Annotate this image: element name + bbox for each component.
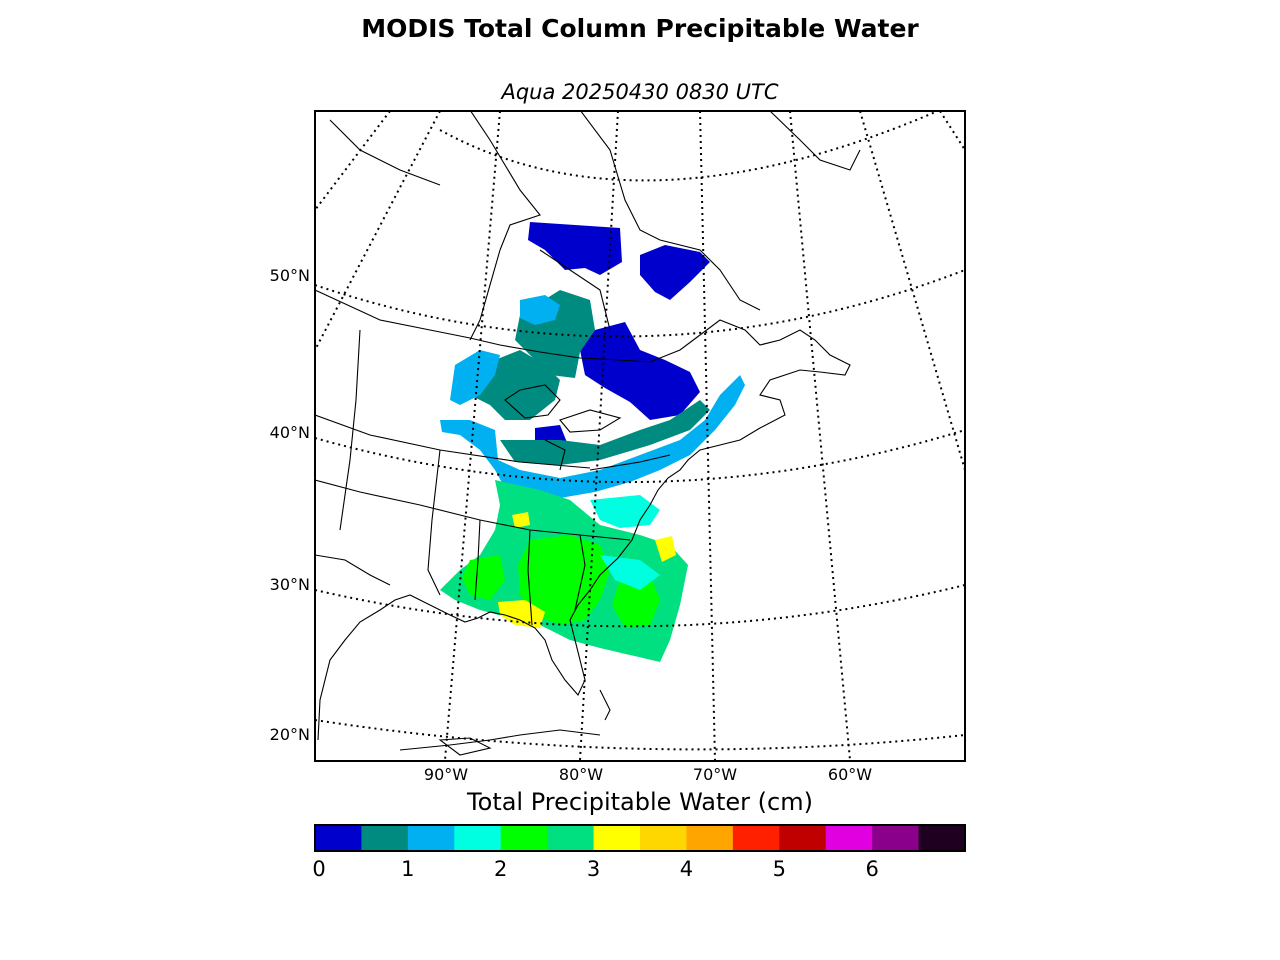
map-panel xyxy=(315,111,965,761)
colorbar-swatch xyxy=(640,825,687,851)
pw-light-blue-band xyxy=(440,375,745,500)
colorbar-tick-label: 5 xyxy=(773,857,786,881)
colorbar-swatch xyxy=(779,825,827,851)
lat-label-40n: 40°N xyxy=(270,423,310,442)
pw-bright-green xyxy=(518,535,610,625)
pw-light-blue-west xyxy=(450,350,500,405)
colorbar-swatch xyxy=(454,825,502,851)
pw-dark-blue-ne xyxy=(640,245,710,300)
meridian-40w xyxy=(939,111,965,151)
lat-label-20n: 20°N xyxy=(270,725,310,744)
colorbar-swatch xyxy=(500,825,548,851)
lon-label-80w: 80°W xyxy=(559,765,603,784)
coastlines xyxy=(315,111,861,756)
colorbar-swatch xyxy=(593,825,641,851)
colorbar-tick-label: 6 xyxy=(865,857,878,881)
colorbar-swatch xyxy=(732,825,780,851)
colorbar-tick-label: 4 xyxy=(680,857,693,881)
meridian-110w xyxy=(315,111,391,211)
pw-light-blue-upper xyxy=(520,295,560,325)
colorbar-swatch xyxy=(918,825,966,851)
map-title: MODIS Total Column Precipitable Water xyxy=(361,14,919,43)
pw-dark-blue-north xyxy=(528,222,622,275)
water-vapor-swath xyxy=(440,222,745,662)
pw-cyan-south xyxy=(600,555,660,590)
pw-bright-green-2 xyxy=(462,555,505,600)
colorbar-swatch xyxy=(872,825,920,851)
meridian-60w xyxy=(789,111,851,761)
lon-label-60w: 60°W xyxy=(828,765,872,784)
parallel-50n xyxy=(315,269,965,338)
colorbar-frame xyxy=(314,824,966,852)
meridian-90w xyxy=(444,111,501,761)
lon-label-90w: 90°W xyxy=(424,765,468,784)
colorbar-tick-label: 2 xyxy=(494,857,507,881)
colorbar xyxy=(315,825,966,851)
parallel-40n xyxy=(315,429,965,484)
colorbar-swatch xyxy=(315,825,362,851)
pw-yellow-ohio xyxy=(512,512,530,528)
pw-yellow-gulf xyxy=(498,600,545,628)
lat-label-30n: 30°N xyxy=(270,575,310,594)
pw-dark-blue-quebec xyxy=(580,322,700,420)
colorbar-label: Total Precipitable Water (cm) xyxy=(466,788,813,816)
colorbar-swatch xyxy=(825,825,873,851)
meridian-70w xyxy=(699,111,716,761)
pw-yellow-atlantic xyxy=(655,536,676,562)
colorbar-swatch xyxy=(361,825,409,851)
meridian-50w xyxy=(859,111,965,471)
pw-teal-band xyxy=(500,400,710,465)
map-subtitle: Aqua 20250430 0830 UTC xyxy=(501,80,779,104)
colorbar-swatch xyxy=(547,825,595,851)
colorbar-tick-label: 0 xyxy=(312,857,325,881)
graticule xyxy=(315,111,965,761)
colorbar-swatch xyxy=(686,825,734,851)
pw-cyan-mid xyxy=(590,495,660,528)
colorbar-ticks: 0 1 2 3 4 5 6 xyxy=(312,857,879,881)
map-frame xyxy=(314,110,966,762)
parallel-20n xyxy=(315,719,965,751)
meridian-80w xyxy=(579,111,619,761)
lat-label-50n: 50°N xyxy=(270,266,310,285)
colorbar-tick-label: 3 xyxy=(587,857,600,881)
lon-label-70w: 70°W xyxy=(693,765,737,784)
colorbar-swatch xyxy=(407,825,455,851)
pw-bright-green-3 xyxy=(612,575,660,628)
colorbar-tick-label: 1 xyxy=(401,857,414,881)
